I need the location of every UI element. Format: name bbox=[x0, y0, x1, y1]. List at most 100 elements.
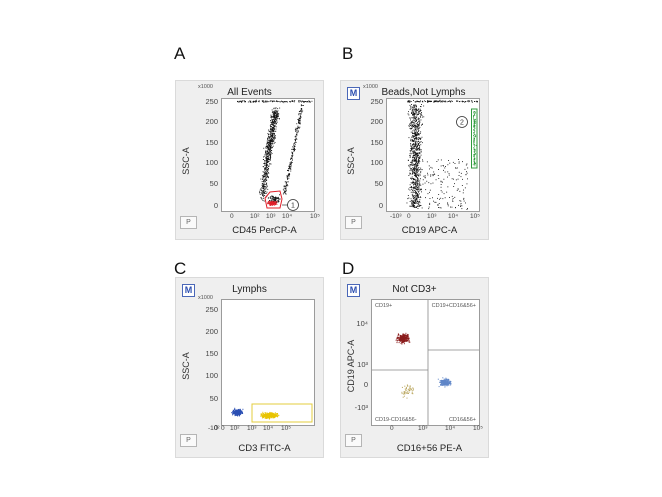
panel-c-m-badge[interactable]: M bbox=[182, 284, 195, 297]
event-dot bbox=[263, 172, 265, 174]
event-dot bbox=[409, 389, 411, 391]
event-dot bbox=[272, 133, 274, 134]
event-dot bbox=[448, 380, 450, 382]
panel-d-y-tick: -10³ bbox=[354, 403, 368, 412]
event-dot bbox=[419, 205, 421, 207]
event-dot bbox=[292, 146, 294, 148]
event-dot bbox=[417, 185, 419, 187]
panel-a-plot[interactable]: 1 bbox=[221, 98, 315, 212]
event-dot bbox=[465, 202, 466, 204]
event-dot bbox=[415, 174, 417, 176]
panel-a-p-button[interactable]: P bbox=[180, 216, 197, 229]
event-dot bbox=[410, 182, 412, 184]
panel-b-p-button[interactable]: P bbox=[345, 216, 362, 229]
event-dot bbox=[296, 123, 298, 125]
event-dot bbox=[400, 340, 402, 342]
event-dot bbox=[430, 183, 432, 185]
event-dot bbox=[412, 135, 414, 137]
event-dot bbox=[411, 187, 412, 189]
event-dot bbox=[412, 169, 413, 171]
event-dot bbox=[417, 131, 419, 132]
event-dot bbox=[444, 386, 446, 388]
event-dot bbox=[410, 186, 412, 188]
event-dot bbox=[413, 179, 415, 180]
panel-c-x-tick: 0 bbox=[221, 425, 225, 432]
event-dot bbox=[273, 122, 275, 124]
event-dot bbox=[263, 190, 265, 191]
panel-d-p-button[interactable]: P bbox=[345, 434, 362, 447]
panel-c-plot[interactable] bbox=[221, 299, 315, 426]
event-dot bbox=[263, 186, 265, 188]
event-dot bbox=[414, 145, 416, 147]
event-dot bbox=[273, 117, 275, 119]
event-dot bbox=[448, 173, 450, 175]
event-dot bbox=[260, 198, 262, 200]
event-dot bbox=[301, 108, 303, 110]
event-dot bbox=[419, 148, 421, 150]
event-dot bbox=[399, 337, 401, 339]
event-dot bbox=[413, 168, 414, 169]
event-dot bbox=[265, 178, 267, 180]
event-dot bbox=[458, 162, 460, 164]
event-dot bbox=[272, 124, 274, 126]
event-dot bbox=[271, 143, 273, 144]
event-dot bbox=[269, 146, 271, 147]
event-dot bbox=[267, 171, 268, 173]
event-dot bbox=[417, 138, 419, 140]
event-dot bbox=[442, 384, 444, 386]
event-dot bbox=[408, 164, 410, 166]
event-dot bbox=[421, 124, 422, 126]
event-dot bbox=[264, 183, 266, 185]
event-dot bbox=[414, 159, 415, 161]
panel-d-plot[interactable]: CD19+ CD19+CD16&56+ CD19-CD16&56- CD16&56+ bbox=[371, 299, 480, 426]
event-dot bbox=[412, 112, 414, 114]
event-dot bbox=[265, 168, 267, 169]
panel-d-m-badge[interactable]: M bbox=[347, 284, 360, 297]
event-dot bbox=[259, 193, 261, 195]
event-dot bbox=[276, 110, 277, 112]
event-dot bbox=[296, 128, 298, 130]
panel-c-p-button[interactable]: P bbox=[180, 434, 197, 447]
event-dot bbox=[414, 160, 416, 162]
event-dot bbox=[259, 191, 260, 193]
event-dot bbox=[473, 125, 475, 126]
event-dot bbox=[298, 119, 300, 121]
event-dot bbox=[249, 101, 251, 103]
event-dot bbox=[238, 100, 240, 102]
event-dot bbox=[298, 111, 300, 113]
event-dot bbox=[419, 202, 421, 204]
event-dot bbox=[291, 151, 293, 153]
event-dot bbox=[267, 201, 269, 203]
event-dot bbox=[474, 101, 476, 102]
event-dot bbox=[413, 105, 415, 107]
event-dot bbox=[417, 124, 419, 125]
event-dot bbox=[414, 187, 416, 189]
event-dot bbox=[287, 169, 289, 171]
event-dot bbox=[410, 140, 411, 142]
event-dot bbox=[414, 145, 416, 147]
event-dot bbox=[412, 205, 414, 207]
event-dot bbox=[411, 203, 413, 205]
event-dot bbox=[405, 336, 407, 338]
event-dot bbox=[263, 414, 265, 416]
event-dot bbox=[408, 337, 409, 339]
event-dot bbox=[240, 414, 242, 416]
event-dot bbox=[275, 117, 277, 119]
event-dot bbox=[411, 201, 412, 203]
event-dot bbox=[419, 133, 421, 134]
event-dot bbox=[264, 175, 266, 177]
panel-b-plot[interactable]: 2 bbox=[386, 98, 480, 212]
event-dot bbox=[448, 382, 450, 384]
event-dot bbox=[266, 173, 268, 175]
event-dot bbox=[273, 203, 274, 205]
event-dot bbox=[409, 117, 411, 119]
event-dot bbox=[238, 409, 240, 411]
event-dot bbox=[409, 172, 411, 174]
event-dot bbox=[415, 175, 417, 176]
event-dot bbox=[452, 100, 453, 102]
event-dot bbox=[414, 155, 416, 157]
panel-b-m-badge[interactable]: M bbox=[347, 87, 360, 100]
event-dot bbox=[412, 117, 414, 119]
event-dot bbox=[415, 139, 417, 140]
event-dot bbox=[410, 191, 412, 193]
